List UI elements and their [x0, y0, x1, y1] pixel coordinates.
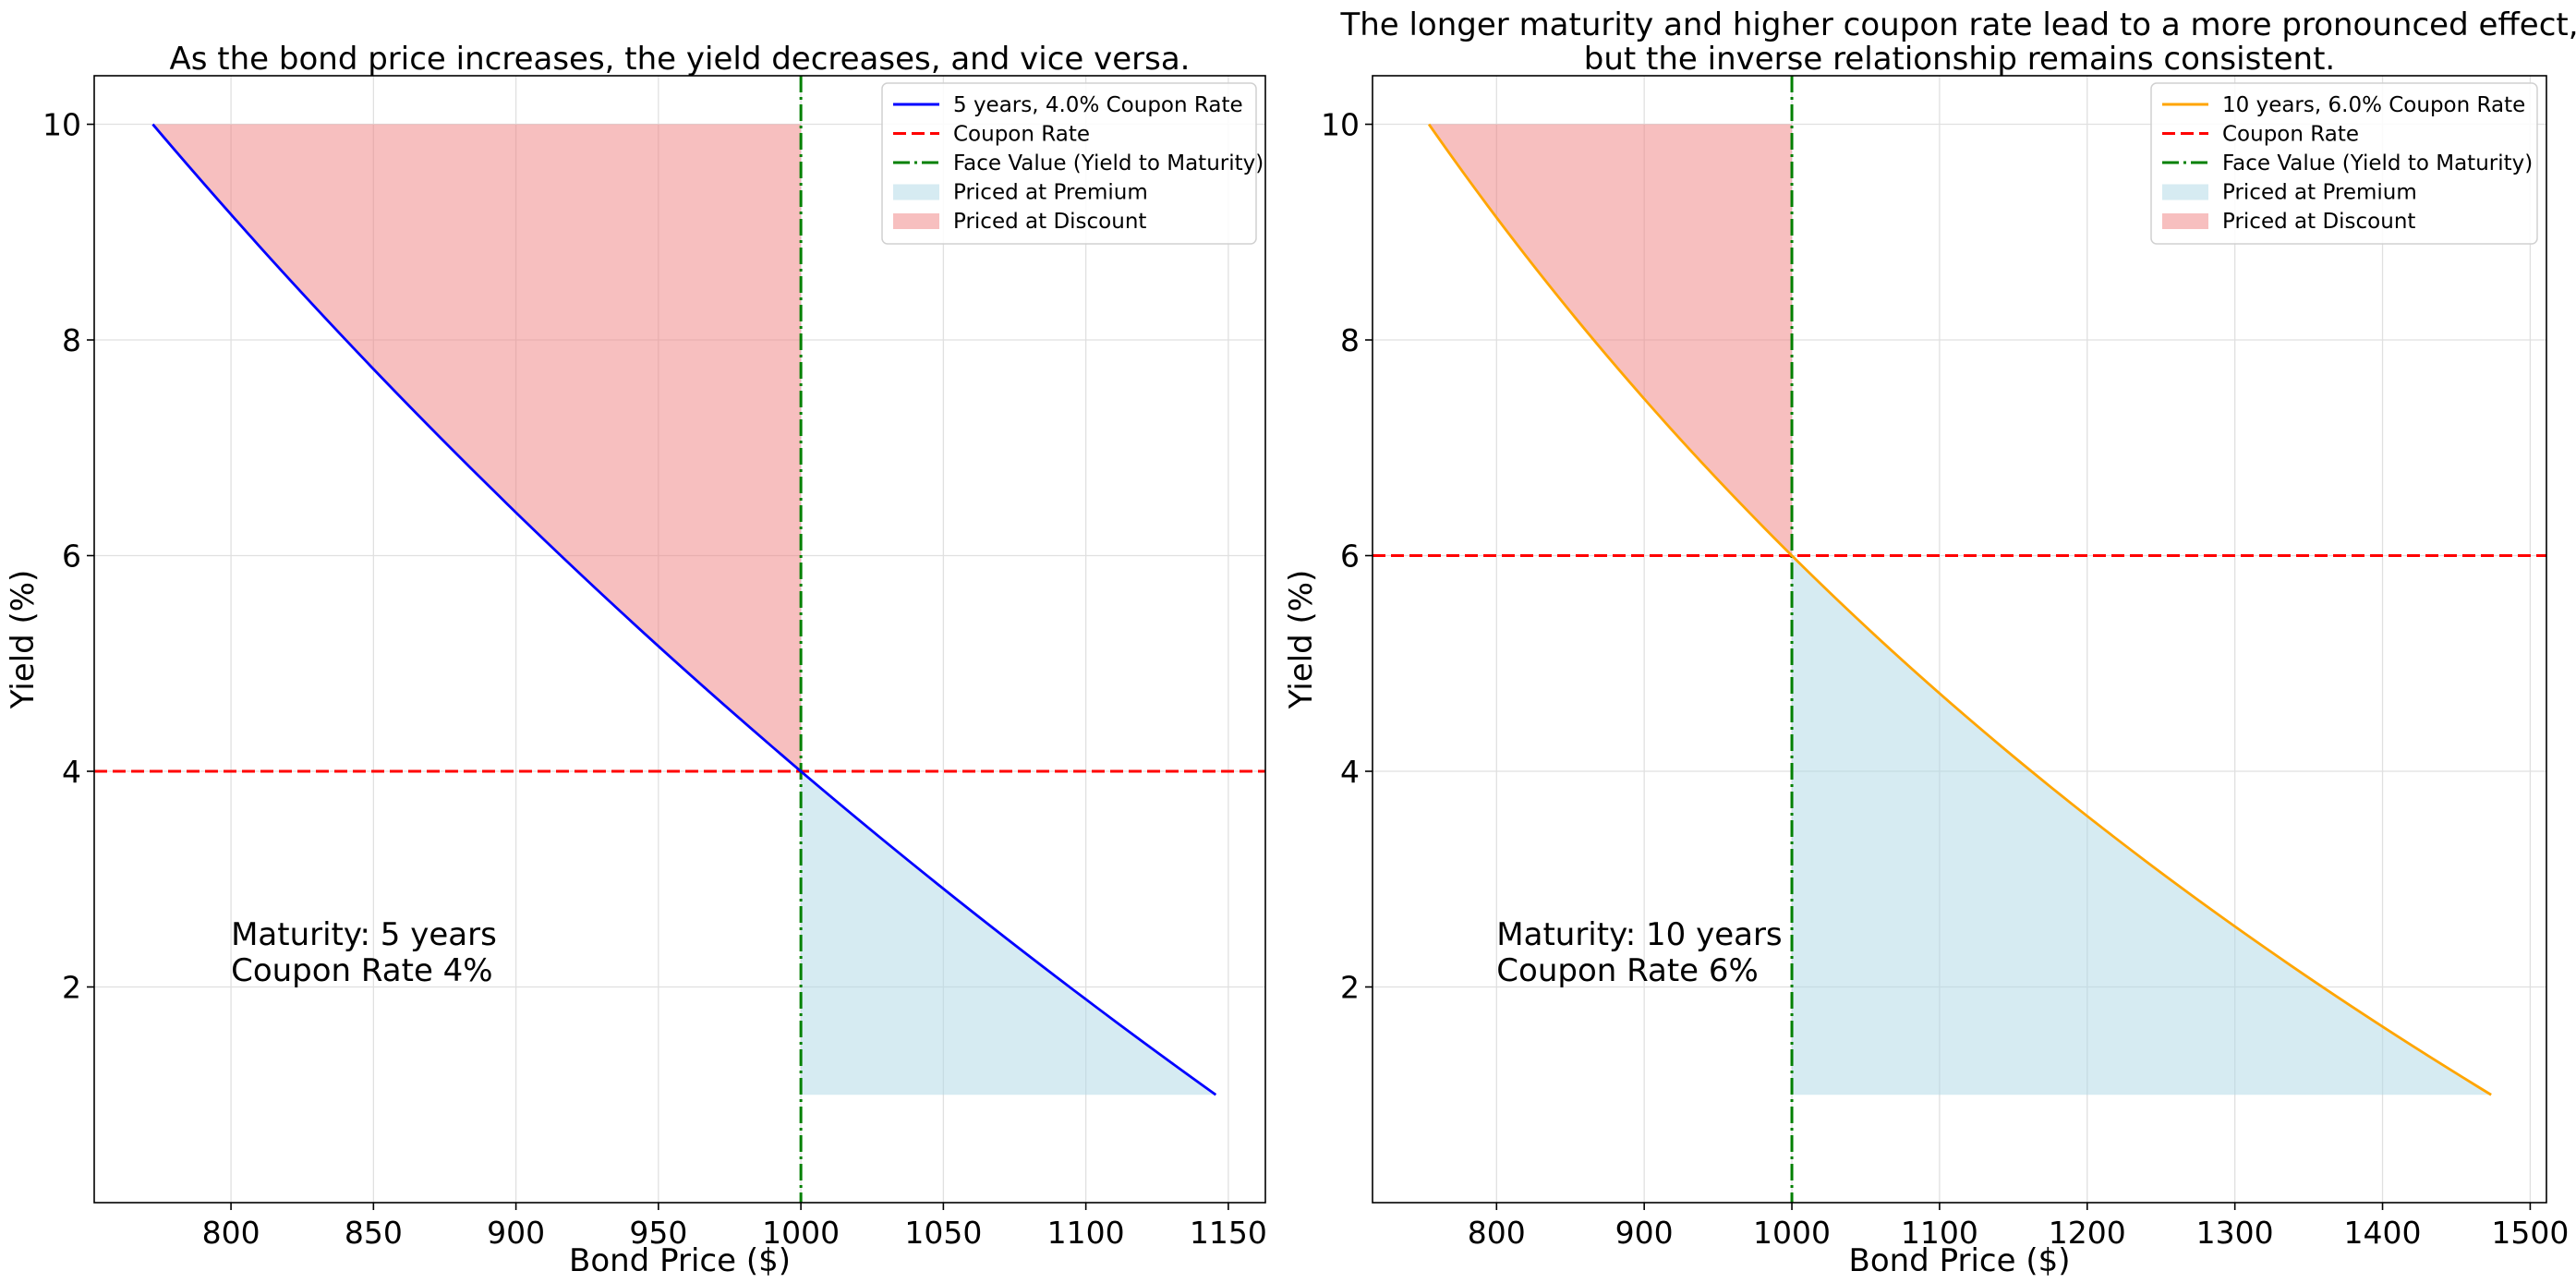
legend-box [2150, 82, 2538, 245]
x-tick-label: 1150 [1190, 1215, 1267, 1251]
x-tick-label: 1500 [2491, 1215, 2569, 1251]
legend: 10 years, 6.0% Coupon Rate Coupon Rate Fac… [2150, 82, 2538, 245]
priced-at-discount-area [152, 124, 802, 772]
x-tick-label: 1300 [2196, 1215, 2274, 1251]
price-yield-curve [1427, 123, 2492, 1096]
priced-at-premium-area [801, 771, 1216, 1095]
x-tick-label: 900 [1615, 1215, 1674, 1251]
x-tick-label: 1000 [762, 1215, 840, 1251]
legend: 5 years, 4.0% Coupon Rate Coupon Rate Face… [881, 82, 1264, 245]
y-tick-label: 4 [62, 754, 81, 790]
legend-label: Priced at Discount [953, 210, 1146, 234]
x-tick-label: 1400 [2344, 1215, 2422, 1251]
chart-title: The longer maturity and higher coupon ra… [1339, 6, 2576, 43]
price-yield-curve [151, 123, 1217, 1096]
x-tick-label: 1200 [2049, 1215, 2126, 1251]
axes-frame [1372, 75, 2547, 1204]
legend-label: 5 years, 4.0% Coupon Rate [953, 93, 1243, 117]
y-tick-label: 8 [62, 322, 81, 358]
maturity-annotation: Maturity: 10 years [1496, 916, 1782, 953]
y-tick-label: 2 [1340, 970, 1360, 1006]
axes-frame [93, 75, 1266, 1204]
legend-label: 10 years, 6.0% Coupon Rate [2222, 93, 2525, 117]
legend-box [881, 82, 1257, 245]
maturity-annotation: Coupon Rate 4% [231, 952, 493, 989]
chart-title: As the bond price increases, the yield d… [170, 41, 1191, 78]
x-tick-label: 950 [629, 1215, 687, 1251]
x-tick-label: 1050 [904, 1215, 982, 1251]
priced-at-discount-area [1429, 124, 1793, 556]
x-axis-label: Bond Price ($) [569, 1242, 791, 1279]
y-tick-label: 10 [1321, 107, 1360, 143]
y-tick-label: 6 [62, 539, 81, 575]
legend-label: Face Value (Yield to Maturity) [2222, 151, 2533, 176]
chart-panel-2: 800 900 1000 1100 1200 1300 1400 1500 2 4 6 8 10 Bond… [1283, 6, 2576, 1279]
y-tick-label: 4 [1340, 754, 1360, 790]
legend-swatch [2162, 184, 2208, 200]
y-tick-label: 10 [42, 107, 81, 143]
x-tick-label: 1100 [1047, 1215, 1125, 1251]
legend-label: Priced at Premium [953, 181, 1148, 205]
x-tick-label: 850 [345, 1215, 403, 1251]
maturity-annotation: Maturity: 5 years [231, 916, 497, 953]
priced-at-premium-area [1792, 555, 2492, 1095]
x-axis-label: Bond Price ($) [1849, 1242, 2071, 1279]
legend-label: Priced at Discount [2222, 210, 2415, 234]
x-tick-label: 800 [1468, 1215, 1526, 1251]
y-tick-label: 8 [1340, 322, 1360, 358]
y-axis-label: Yield (%) [5, 570, 42, 710]
y-tick-label: 2 [62, 970, 81, 1006]
legend-swatch [893, 213, 939, 229]
y-axis-label: Yield (%) [1283, 570, 1320, 710]
legend-label: Coupon Rate [2222, 123, 2359, 147]
legend-label: Face Value (Yield to Maturity) [953, 151, 1264, 176]
x-tick-label: 1000 [1753, 1215, 1831, 1251]
legend-swatch [2162, 213, 2208, 229]
legend-swatch [893, 184, 939, 200]
x-tick-label: 800 [202, 1215, 260, 1251]
chart-title: but the inverse relationship remains con… [1584, 41, 2335, 78]
chart-panel-1: 800 850 900 950 1000 1050 1100 1150 2 4 6 8 10 Bond P… [5, 41, 1267, 1279]
legend-label: Coupon Rate [953, 123, 1090, 147]
y-tick-label: 6 [1340, 539, 1360, 575]
x-tick-label: 900 [487, 1215, 545, 1251]
x-tick-label: 1100 [1901, 1215, 1978, 1251]
legend-label: Priced at Premium [2222, 181, 2417, 205]
maturity-annotation: Coupon Rate 6% [1496, 952, 1759, 989]
